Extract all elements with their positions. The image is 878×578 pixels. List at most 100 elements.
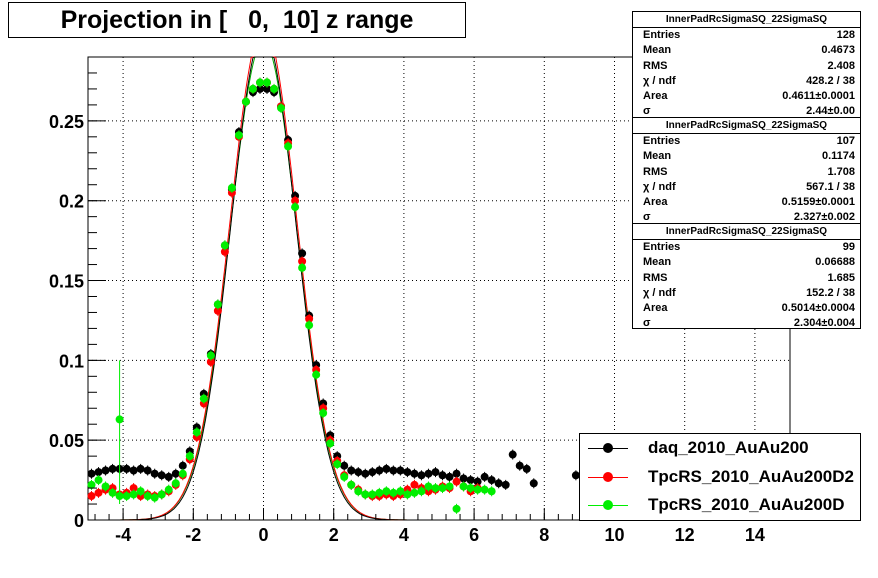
data-point	[178, 469, 187, 478]
data-point	[424, 482, 433, 491]
data-point	[410, 469, 419, 478]
data-point	[263, 84, 272, 93]
data-point	[213, 300, 222, 309]
data-point	[347, 466, 356, 475]
stat-row-rms: RMS 2.408	[633, 59, 860, 74]
y-tick-label: 0.2	[59, 192, 84, 212]
data-point	[270, 84, 279, 93]
data-point	[122, 492, 131, 501]
data-point	[529, 479, 538, 488]
stat-key: σ	[643, 317, 651, 330]
stat-row-mean: Mean 0.1174	[633, 149, 860, 164]
data-point	[185, 452, 194, 461]
data-point	[129, 490, 138, 499]
data-point	[431, 484, 440, 493]
stat-value: 152.2 / 38	[806, 286, 855, 299]
x-tick-label: 4	[399, 525, 409, 545]
data-point	[136, 487, 145, 496]
legend-entry-daq: daq_2010_AuAu200	[580, 436, 860, 462]
stat-value: 99	[842, 241, 855, 253]
x-tick-label: 0	[258, 525, 268, 545]
data-point	[466, 484, 475, 493]
data-point	[571, 471, 580, 480]
data-point	[340, 461, 349, 470]
data-point	[122, 464, 131, 473]
stat-value: 0.06688	[815, 256, 855, 269]
data-point	[417, 487, 426, 496]
data-point	[319, 409, 328, 418]
stat-row-sigma: σ 2.44±0.00	[633, 104, 860, 119]
data-point	[178, 461, 187, 470]
stat-box-tpcrs-d2: InnerPadRcSigmaSQ_22SigmaSQ Entries 107 M…	[632, 117, 861, 224]
stat-row-rms: RMS 1.708	[633, 165, 860, 180]
x-tick-label: 2	[329, 525, 339, 545]
stat-value: 0.5159±0.0001	[781, 196, 855, 209]
data-point	[291, 203, 300, 212]
stat-box-daq: InnerPadRcSigmaSQ_22SigmaSQ Entries 128 M…	[632, 11, 861, 118]
stat-value: 428.2 / 38	[806, 74, 855, 87]
legend-marker	[603, 472, 613, 482]
stat-row-area: Area 0.4611±0.0001	[633, 89, 860, 104]
data-point	[220, 247, 229, 256]
x-tick-label: 8	[539, 525, 549, 545]
stat-key: Mean	[643, 44, 672, 57]
data-point	[94, 488, 103, 497]
stat-value: 2.327±0.002	[793, 211, 855, 224]
data-point	[354, 487, 363, 496]
stat-value: 2.304±0.004	[793, 317, 855, 330]
stat-key: χ / ndf	[643, 180, 676, 193]
data-point	[333, 460, 342, 469]
stat-row-mean: Mean 0.06688	[633, 255, 860, 270]
stat-key: RMS	[643, 165, 668, 178]
data-point	[340, 472, 349, 481]
data-point	[480, 485, 489, 494]
data-points	[87, 77, 608, 514]
data-point	[508, 450, 517, 459]
data-point	[263, 78, 272, 87]
data-point	[375, 466, 384, 475]
stat-key: Entries	[643, 135, 681, 147]
data-point	[466, 476, 475, 485]
data-point	[417, 471, 426, 480]
legend: daq_2010_AuAu200 TpcRS_2010_AuAu200D2 Tp…	[579, 433, 861, 521]
data-point	[396, 466, 405, 475]
data-point	[480, 472, 489, 481]
data-point	[164, 472, 173, 481]
data-point	[298, 249, 307, 258]
stat-row-chi2: χ / ndf 152.2 / 38	[633, 286, 860, 301]
data-point	[87, 492, 96, 501]
data-point	[459, 474, 468, 483]
data-point	[445, 482, 454, 491]
data-point	[199, 394, 208, 403]
data-point	[143, 466, 152, 475]
data-point	[298, 257, 307, 266]
data-point	[382, 487, 391, 496]
data-point	[291, 196, 300, 205]
fit-curves	[91, 56, 492, 521]
legend-entry-tpcrs-d2: TpcRS_2010_AuAu200D2	[580, 465, 860, 491]
data-point	[255, 78, 264, 87]
data-point	[410, 488, 419, 497]
stat-key: Mean	[643, 150, 672, 163]
stat-row-entries: Entries 128	[633, 28, 860, 43]
stat-key: σ	[643, 105, 651, 118]
x-tick-label: 14	[745, 525, 765, 545]
stat-key: χ / ndf	[643, 74, 676, 87]
data-point	[241, 97, 250, 106]
data-point	[227, 183, 236, 192]
data-point	[473, 477, 482, 486]
stat-value: 2.44±0.00	[806, 105, 855, 118]
stat-row-sigma: σ 2.304±0.004	[633, 316, 860, 331]
y-tick-label: 0.25	[49, 112, 84, 132]
data-point	[213, 306, 222, 315]
data-point	[368, 490, 377, 499]
data-point	[101, 482, 110, 491]
x-tick-label: 6	[469, 525, 479, 545]
data-point	[192, 428, 201, 437]
data-point	[87, 469, 96, 478]
data-point	[375, 488, 384, 497]
data-point	[206, 357, 215, 366]
stat-box-title: InnerPadRcSigmaSQ_22SigmaSQ	[633, 12, 860, 28]
stat-value: 0.4673	[821, 44, 855, 57]
stat-row-area: Area 0.5014±0.0004	[633, 301, 860, 316]
